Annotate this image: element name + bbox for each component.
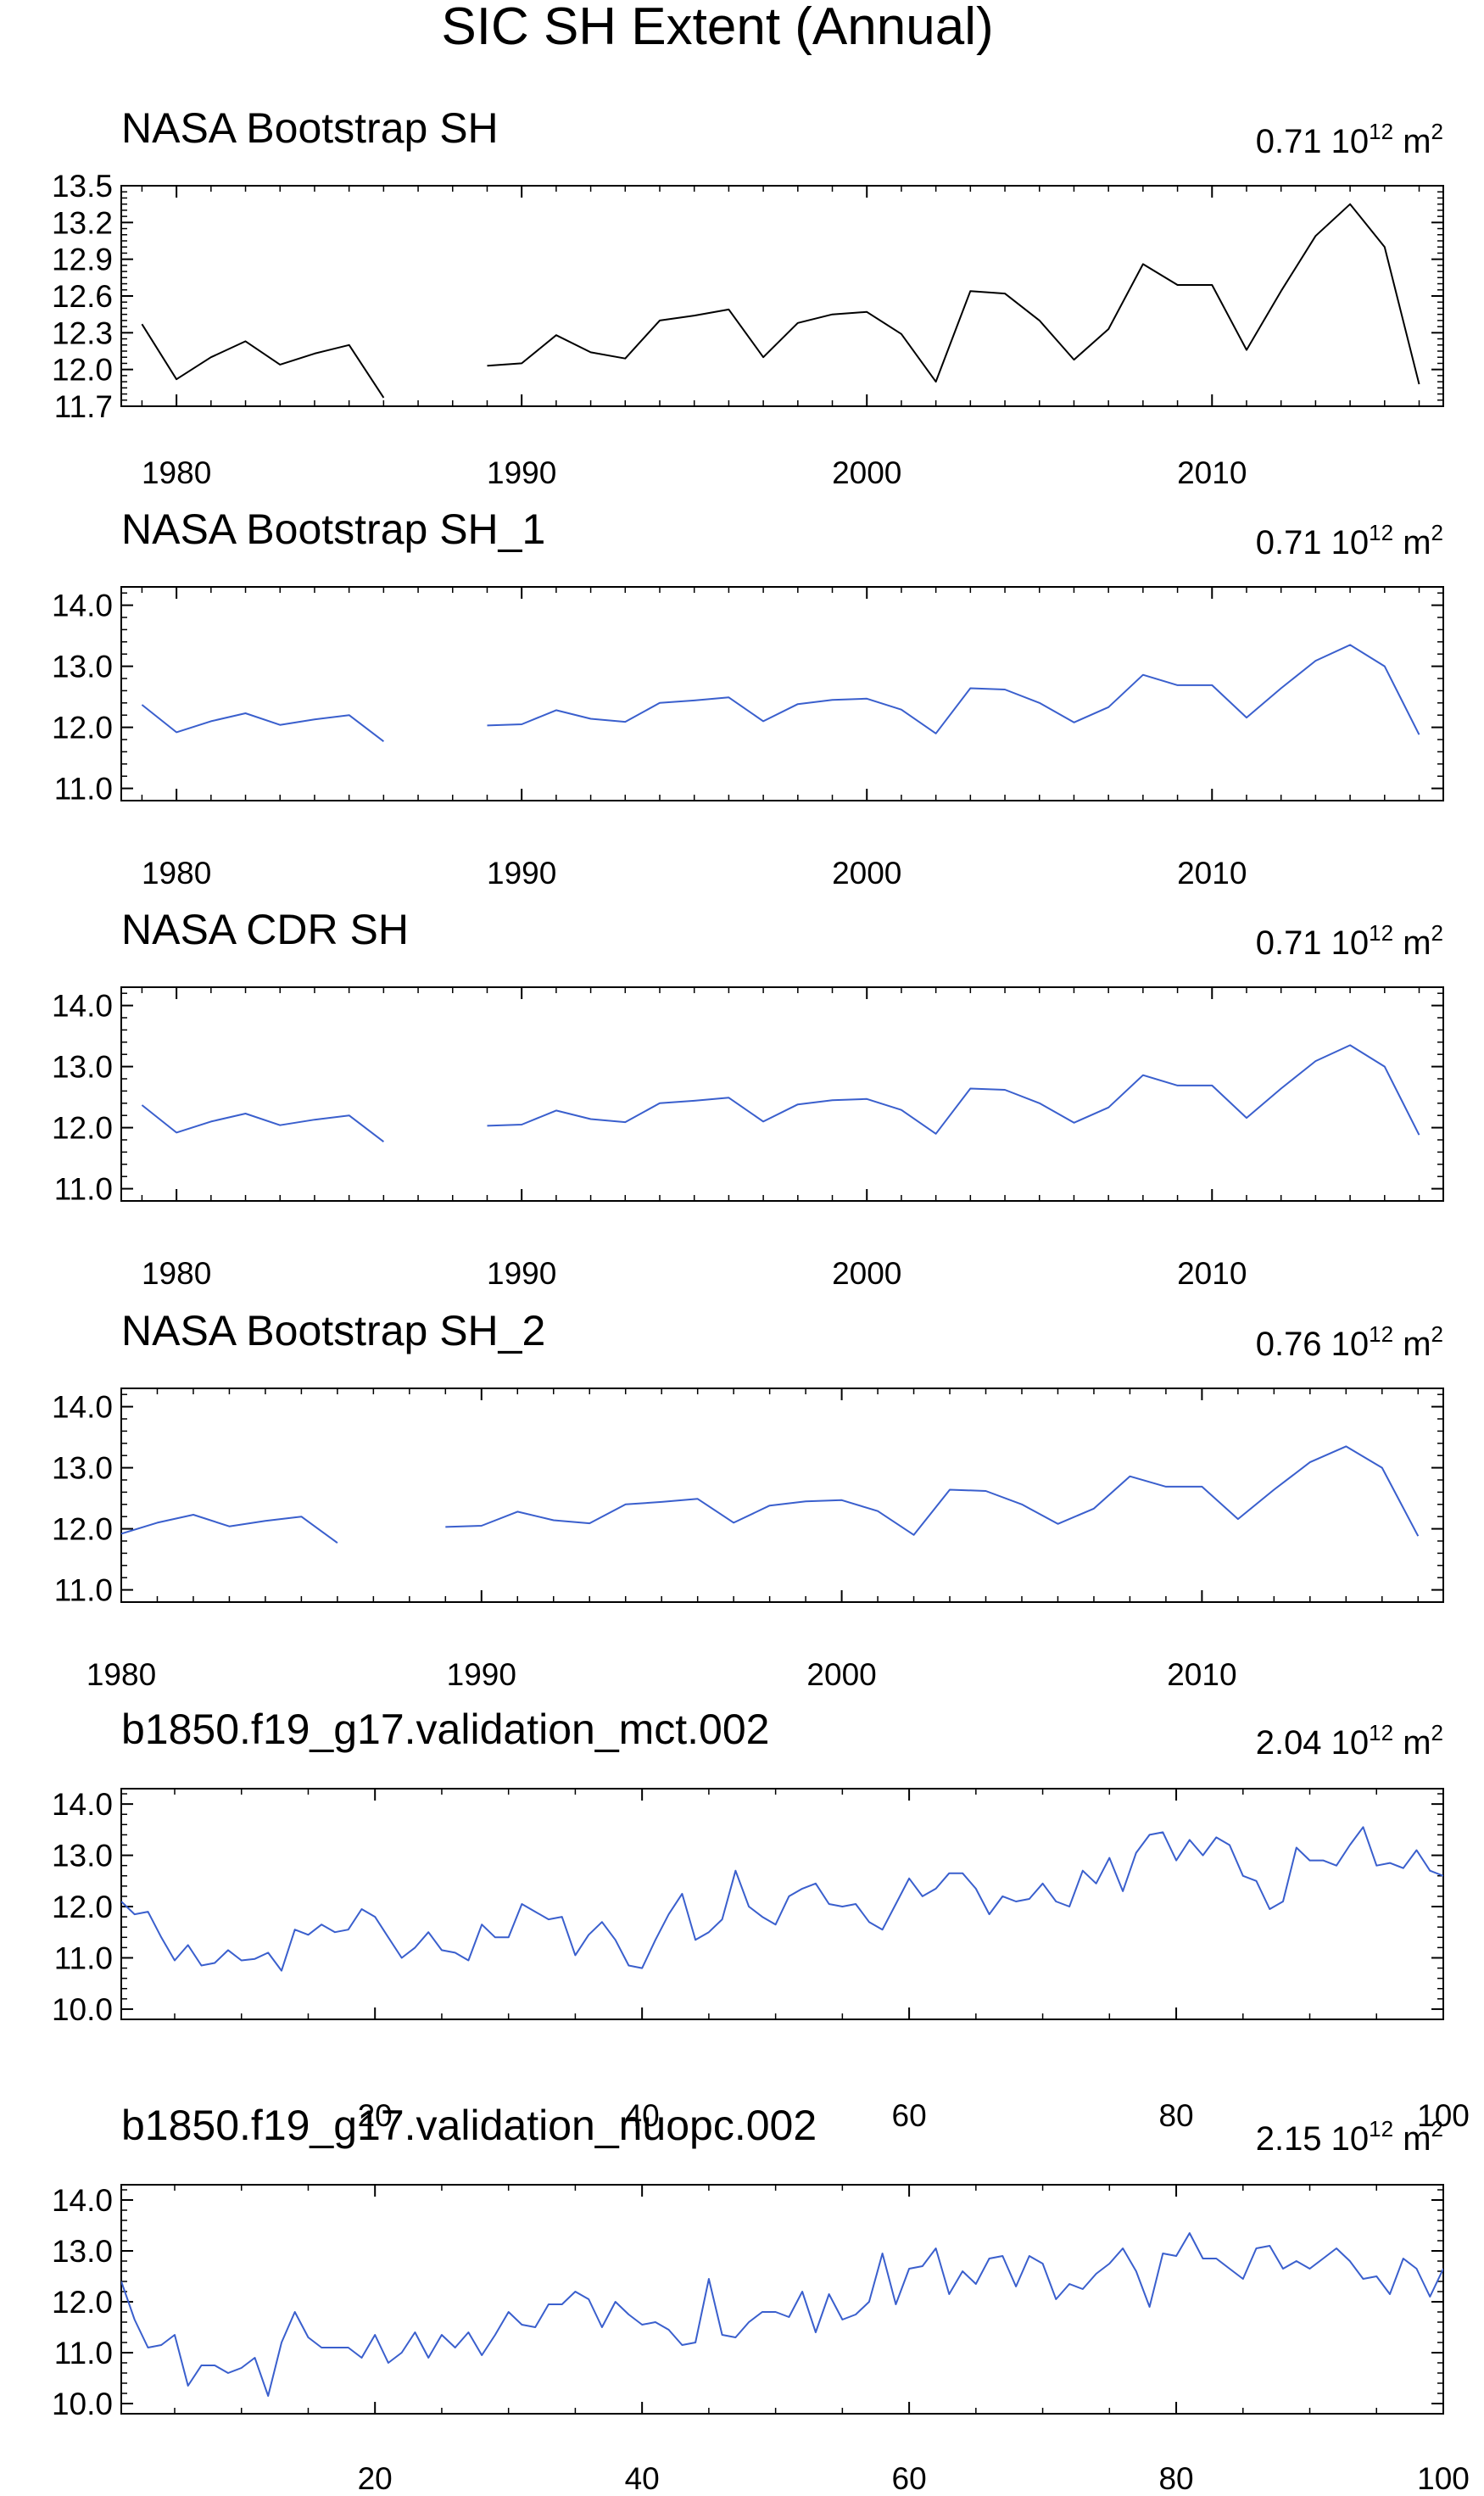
y-tick-label: 12.3: [52, 315, 113, 350]
x-tick-label: 80: [1158, 2098, 1193, 2133]
x-tick-label: 1980: [142, 1256, 211, 1291]
x-tick-label: 2010: [1177, 856, 1247, 891]
plot-frame: [120, 1388, 1444, 1603]
series-line: [121, 2232, 1443, 2397]
x-tick-label: 1980: [142, 455, 211, 490]
y-tick-label: 12.6: [52, 279, 113, 314]
series-line: [121, 1826, 1443, 1972]
y-tick-label: 14.0: [52, 1390, 113, 1425]
x-tick-label: 40: [625, 2461, 660, 2496]
x-tick-label: 20: [358, 2098, 393, 2133]
x-tick-label: 1980: [86, 1657, 156, 1692]
x-tick-label: 1990: [487, 455, 556, 490]
y-tick-label: 13.0: [52, 1451, 113, 1486]
y-tick-label: 13.0: [52, 2234, 113, 2269]
x-tick-label: 2000: [832, 455, 901, 490]
x-tick-label: 100: [1417, 2461, 1470, 2496]
y-tick-label: 11.0: [54, 772, 113, 807]
panel-annotation: 0.71 1012 m2​: [1256, 119, 1443, 160]
panel-annotation: 0.71 1012 m2​: [1256, 520, 1443, 561]
plot-frame: [120, 586, 1444, 801]
y-tick-label: 14.0: [52, 989, 113, 1024]
x-tick-label: 2000: [832, 1256, 901, 1291]
y-tick-label: 11.0: [54, 1573, 113, 1608]
series-line: [141, 323, 385, 399]
y-tick-label: 11.0: [54, 2336, 113, 2370]
y-tick-label: 10.0: [52, 2387, 113, 2421]
x-tick-label: 2000: [806, 1657, 876, 1692]
x-tick-label: 40: [625, 2098, 660, 2133]
plot-frame: [120, 2184, 1444, 2415]
y-tick-label: 12.9: [52, 243, 113, 277]
x-tick-label: 2010: [1177, 455, 1247, 490]
series-line: [487, 1044, 1420, 1136]
series-line: [121, 1514, 338, 1544]
x-tick-label: 2010: [1167, 1657, 1236, 1692]
y-tick-label: 14.0: [52, 2183, 113, 2218]
y-tick-label: 12.0: [52, 1890, 113, 1924]
panel-annotation: 2.04 1012 m2​: [1256, 1720, 1443, 1762]
panel-title: NASA Bootstrap SH: [121, 104, 499, 152]
y-tick-label: 11.7: [54, 389, 113, 424]
panel-annotation: 2.15 1012 m2​: [1256, 2116, 1443, 2158]
x-tick-label: 2000: [832, 856, 901, 891]
x-tick-label: 1990: [447, 1657, 516, 1692]
y-tick-label: 12.0: [52, 1111, 113, 1146]
y-tick-label: 13.0: [52, 1050, 113, 1085]
series-line: [487, 644, 1420, 735]
x-tick-label: 20: [358, 2461, 393, 2496]
y-tick-label: 10.0: [52, 1992, 113, 2027]
panel-title: b1850.f19_g17.validation_mct.002: [121, 1706, 769, 1753]
panel-title: NASA CDR SH: [121, 906, 409, 953]
y-tick-label: 13.5: [52, 169, 113, 204]
x-tick-label: 60: [892, 2098, 927, 2133]
figure-title: SIC SH Extent (Annual): [441, 0, 993, 56]
series-line: [141, 1104, 385, 1142]
plot-frame: [120, 986, 1444, 1202]
panel-title: b1850.f19_g17.validation_nuopc.002: [121, 2102, 817, 2149]
y-tick-label: 13.0: [52, 1839, 113, 1873]
y-tick-label: 12.0: [52, 2285, 113, 2320]
x-tick-label: 100: [1417, 2098, 1470, 2133]
plot-frame: [120, 185, 1444, 407]
panel-title: NASA Bootstrap SH_1: [121, 505, 545, 553]
x-tick-label: 1980: [142, 856, 211, 891]
panel-annotation: 0.76 1012 m2​: [1256, 1321, 1443, 1363]
y-tick-label: 11.0: [54, 1940, 113, 1975]
series-line: [487, 203, 1420, 385]
y-tick-label: 14.0: [52, 589, 113, 623]
x-tick-label: 1990: [487, 1256, 556, 1291]
y-tick-label: 12.0: [52, 353, 113, 388]
y-tick-label: 12.0: [52, 1512, 113, 1547]
panel-title: NASA Bootstrap SH_2: [121, 1307, 545, 1354]
x-tick-label: 1990: [487, 856, 556, 891]
plot-frame: [120, 1788, 1444, 2020]
y-tick-label: 14.0: [52, 1787, 113, 1822]
y-tick-label: 11.0: [54, 1172, 113, 1207]
y-tick-label: 12.0: [52, 711, 113, 745]
x-tick-label: 80: [1158, 2461, 1193, 2496]
series-line: [141, 704, 385, 742]
x-tick-label: 2010: [1177, 1256, 1247, 1291]
y-tick-label: 13.0: [52, 650, 113, 684]
panel-annotation: 0.71 1012 m2​: [1256, 920, 1443, 962]
x-tick-label: 60: [892, 2461, 927, 2496]
series-line: [445, 1445, 1420, 1537]
y-tick-label: 13.2: [52, 205, 113, 240]
